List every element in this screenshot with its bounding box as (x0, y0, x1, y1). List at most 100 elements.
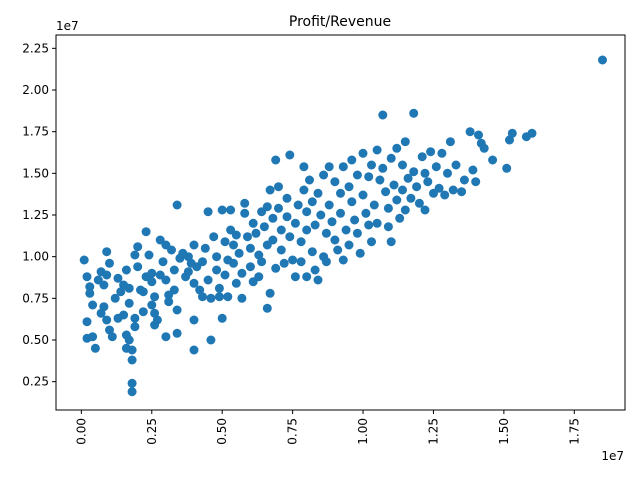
x-tick-label: 1.00 (356, 418, 370, 445)
scatter-point (110, 293, 120, 303)
scatter-point (341, 225, 351, 235)
scatter-point (502, 163, 512, 173)
scatter-point (121, 265, 131, 275)
scatter-point (445, 137, 455, 147)
scatter-point (324, 162, 334, 172)
scatter-point (161, 332, 171, 342)
scatter-point (434, 183, 444, 193)
scatter-point (372, 145, 382, 155)
scatter-point (383, 222, 393, 232)
scatter-point (183, 267, 193, 277)
scatter-point (403, 173, 413, 183)
scatter-point (220, 237, 230, 247)
scatter-point (302, 207, 312, 217)
data-points (79, 55, 607, 397)
x-tick-label: 0.25 (145, 418, 159, 445)
y-tick-label: 2.25 (22, 41, 49, 55)
scatter-point (358, 190, 368, 200)
scatter-point (138, 287, 148, 297)
scatter-point (285, 232, 295, 242)
scatter-point (431, 162, 441, 172)
scatter-point (290, 218, 300, 228)
scatter-point (229, 258, 238, 268)
y-tick-label: 0.50 (22, 333, 49, 347)
scatter-point (507, 128, 517, 138)
scatter-point (451, 160, 461, 170)
scatter-point (141, 227, 151, 237)
scatter-point (223, 292, 233, 302)
scatter-point (319, 170, 329, 180)
y-tick-label: 1.50 (22, 166, 49, 180)
scatter-point (240, 208, 250, 218)
scatter-point (217, 205, 227, 215)
scatter-point (167, 245, 176, 255)
scatter-point (364, 220, 374, 230)
scatter-point (330, 235, 340, 245)
scatter-point (124, 335, 134, 345)
scatter-point (90, 343, 100, 353)
scatter-point (598, 55, 607, 65)
scatter-point (336, 208, 345, 218)
scatter-point (417, 152, 427, 162)
scatter-point (85, 288, 95, 298)
scatter-point (333, 245, 343, 255)
scatter-point (254, 272, 264, 282)
scatter-point (488, 155, 498, 165)
scatter-point (392, 143, 402, 153)
scatter-point (248, 218, 258, 228)
scatter-point (392, 195, 402, 205)
scatter-point (479, 143, 489, 153)
scatter-point (147, 268, 157, 278)
scatter-point (102, 270, 112, 280)
scatter-point (274, 203, 283, 213)
scatter-point (88, 300, 98, 310)
scatter-point (302, 272, 312, 282)
scatter-point (423, 177, 433, 187)
scatter-point (265, 185, 275, 195)
scatter-point (358, 148, 368, 158)
scatter-point (296, 237, 306, 247)
scatter-point (293, 200, 303, 210)
scatter-point (102, 315, 112, 325)
scatter-point (316, 210, 326, 220)
scatter-point (237, 293, 247, 303)
scatter-point (378, 110, 388, 120)
scatter-point (127, 387, 137, 397)
scatter-point (243, 232, 252, 242)
y-tick-label: 0.75 (22, 291, 49, 305)
scatter-point (409, 108, 419, 118)
y-tick-label: 2.00 (22, 83, 49, 97)
scatter-point (299, 185, 309, 195)
scatter-point (465, 127, 475, 137)
scatter-point (367, 160, 376, 170)
scatter-point (200, 243, 210, 253)
scatter-point (161, 275, 171, 285)
scatter-point (133, 242, 143, 252)
scatter-point (347, 155, 357, 165)
scatter-point (426, 147, 436, 157)
scatter-point (217, 313, 227, 323)
scatter-point (305, 175, 314, 185)
scatter-point (113, 273, 123, 283)
scatter-point (85, 282, 95, 292)
x-tick-label: 1.25 (426, 418, 440, 445)
scatter-point (107, 332, 117, 342)
scatter-point (296, 257, 306, 267)
scatter-point (214, 292, 224, 302)
scatter-point (282, 193, 292, 203)
scatter-point (99, 280, 109, 290)
chart-title: Profit/Revenue (289, 14, 391, 30)
scatter-point (288, 255, 298, 265)
scatter-point (130, 313, 140, 323)
scatter-point (412, 182, 422, 192)
scatter-point (229, 240, 238, 250)
scatter-point (198, 292, 207, 302)
scatter-point (307, 197, 317, 207)
scatter-point (352, 228, 362, 238)
scatter-point (471, 177, 481, 187)
scatter-point (147, 300, 157, 310)
scatter-point (214, 283, 224, 293)
scatter-point (527, 128, 537, 138)
scatter-point (79, 255, 89, 265)
scatter-point (347, 197, 357, 207)
